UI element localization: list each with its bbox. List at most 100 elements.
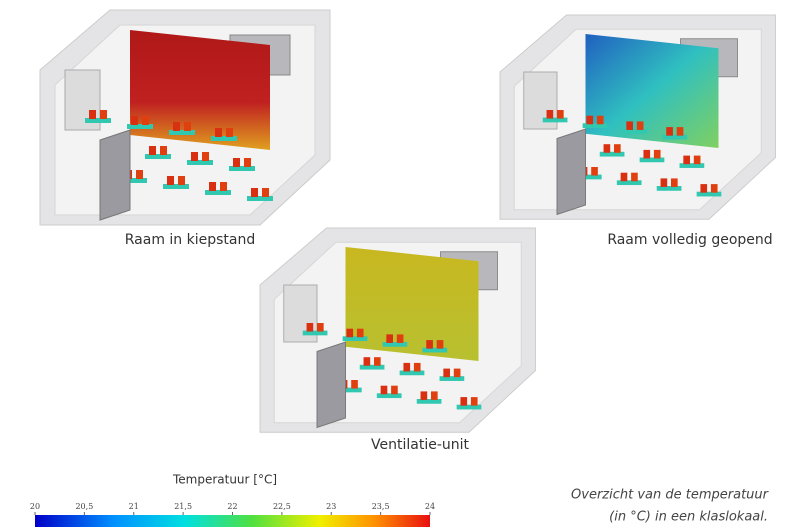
desk (360, 365, 385, 370)
desk (697, 192, 722, 197)
person (374, 357, 381, 366)
person (637, 121, 644, 130)
desk (680, 163, 705, 168)
person (421, 391, 428, 400)
tick-label: 24 (425, 502, 435, 511)
person (471, 397, 478, 406)
person (397, 334, 404, 343)
caption: Raam in kiepstand (125, 232, 256, 248)
person (131, 116, 138, 125)
tick-label: 22 (227, 502, 237, 511)
person (346, 329, 353, 338)
desk (303, 331, 328, 336)
temperature-panel (346, 247, 479, 361)
person (178, 176, 185, 185)
desk (400, 371, 425, 376)
person (215, 128, 222, 137)
person (547, 110, 554, 119)
colorbar (35, 515, 430, 527)
person (431, 391, 438, 400)
desk (623, 129, 648, 134)
person (437, 340, 444, 349)
person (220, 182, 227, 191)
person (100, 110, 107, 119)
desk (583, 123, 608, 128)
desk (657, 186, 682, 191)
person (89, 110, 96, 119)
person (142, 116, 149, 125)
person (631, 173, 638, 182)
person (244, 158, 251, 167)
person (149, 146, 156, 155)
figure: Raam in kiepstand Raam volledig geopend … (0, 0, 800, 530)
person (307, 323, 314, 332)
desk (662, 135, 687, 140)
person (661, 178, 668, 187)
person (136, 170, 143, 179)
person (460, 397, 467, 406)
desk (163, 184, 189, 189)
person (694, 156, 701, 165)
desk (617, 180, 642, 185)
person (443, 369, 450, 378)
person (677, 127, 684, 136)
desk (205, 190, 231, 195)
person (233, 158, 240, 167)
desk (229, 166, 255, 171)
tick-label: 23,5 (372, 502, 390, 511)
person (604, 144, 611, 153)
desk (169, 130, 195, 135)
person (403, 363, 410, 372)
tick-label: 21,5 (174, 502, 192, 511)
person (357, 329, 364, 338)
desk (211, 136, 237, 141)
person (209, 182, 216, 191)
desk (247, 196, 273, 201)
desk (127, 124, 153, 129)
desk (377, 393, 402, 398)
door (100, 130, 130, 220)
desk (457, 405, 482, 410)
tick-label: 22,5 (273, 502, 291, 511)
person (643, 150, 650, 159)
page: Raam in kiepstand Raam volledig geopend … (0, 0, 800, 530)
temperature-panel (130, 30, 270, 150)
door (557, 129, 586, 215)
person (666, 127, 673, 136)
desk (640, 158, 665, 163)
person (226, 128, 233, 137)
room-render (40, 10, 330, 225)
tick-label: 20,5 (75, 502, 93, 511)
person (173, 122, 180, 131)
caption: Ventilatie-unit (371, 437, 470, 453)
person (586, 116, 593, 125)
caption: Raam volledig geopend (607, 232, 772, 248)
note: (in °C) in een klaslokaal. (609, 510, 768, 525)
person (591, 167, 598, 176)
person (711, 184, 718, 193)
desk (417, 399, 442, 404)
colorbar-title: Temperatuur [°C] (172, 473, 277, 487)
note: Overzicht van de temperatuur (571, 488, 770, 503)
person (621, 173, 628, 182)
person (654, 150, 661, 159)
person (700, 184, 707, 193)
person (262, 188, 269, 197)
desk (85, 118, 111, 123)
person (191, 152, 198, 161)
person (184, 122, 191, 131)
person (626, 121, 633, 130)
tick-label: 23 (326, 502, 336, 511)
person (364, 357, 371, 366)
person (597, 116, 604, 125)
desk (440, 376, 465, 381)
person (683, 156, 690, 165)
person (167, 176, 174, 185)
person (671, 178, 678, 187)
person (454, 369, 461, 378)
person (386, 334, 393, 343)
temperature-panel (586, 34, 719, 148)
person (251, 188, 258, 197)
desk (543, 118, 568, 123)
desk (187, 160, 213, 165)
